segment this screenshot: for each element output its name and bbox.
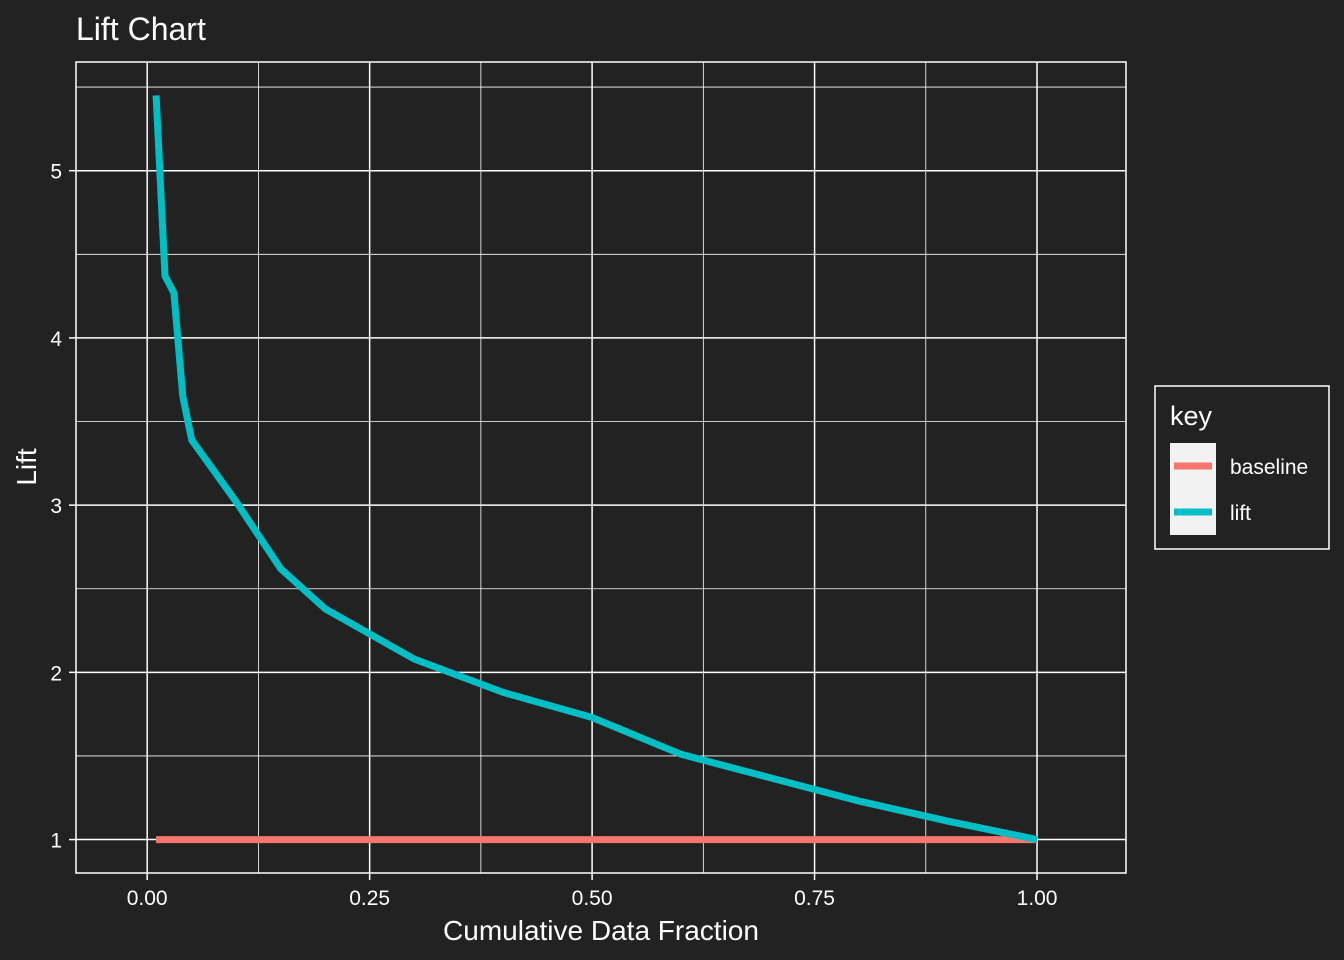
x-tick-label: 1.00 <box>1017 887 1058 910</box>
x-tick-label: 0.50 <box>572 887 613 910</box>
legend: key baseline lift <box>1154 385 1330 550</box>
x-tick-label: 0.25 <box>349 887 390 910</box>
x-axis-title: Cumulative Data Fraction <box>443 915 759 946</box>
y-axis-ticks: 1 2 3 4 5 <box>50 161 76 853</box>
panel-border <box>75 61 1127 874</box>
chart-title: Lift Chart <box>76 11 206 47</box>
legend-title: key <box>1170 401 1213 431</box>
x-tick-label: 0.75 <box>794 887 835 910</box>
series-line-lift <box>152 95 1038 844</box>
y-tick-label: 1 <box>50 830 62 853</box>
legend-label-lift: lift <box>1230 502 1251 525</box>
plot-panel <box>75 61 1127 874</box>
y-tick-label: 2 <box>50 662 62 685</box>
x-axis-ticks: 0.00 0.25 0.50 0.75 1.00 <box>127 873 1058 910</box>
y-tick-label: 3 <box>50 495 62 518</box>
y-tick-label: 5 <box>50 161 62 184</box>
y-tick-label: 4 <box>50 328 62 351</box>
x-tick-label: 0.00 <box>127 887 168 910</box>
y-axis-title: Lift <box>11 448 42 486</box>
legend-label-baseline: baseline <box>1230 456 1308 479</box>
series-layer <box>152 95 1038 844</box>
legend-key-background <box>1170 443 1216 535</box>
